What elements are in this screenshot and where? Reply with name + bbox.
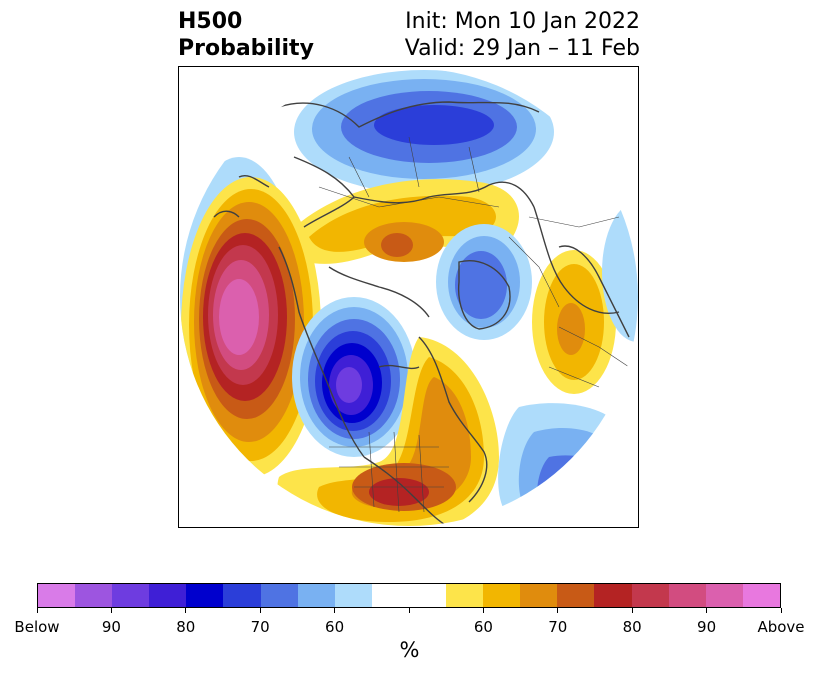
title-right: Init: Mon 10 Jan 2022 Valid: 29 Jan – 11… bbox=[405, 8, 640, 62]
colorbar-segment bbox=[594, 584, 632, 607]
colorbar-segment bbox=[149, 584, 187, 607]
colorbar-segment bbox=[705, 584, 743, 607]
colorbar-segment bbox=[408, 584, 447, 607]
colorbar-tick-label: 70 bbox=[250, 618, 270, 636]
colorbar-tick bbox=[185, 608, 187, 613]
region-western-canada-below bbox=[292, 297, 416, 457]
coastlines bbox=[213, 101, 630, 526]
region-north-atlantic-below bbox=[498, 403, 619, 517]
title-valid-range: Valid: 29 Jan – 11 Feb bbox=[404, 36, 640, 61]
title-left: H500 Probability bbox=[178, 8, 314, 62]
colorbar-unit-label: % bbox=[399, 638, 420, 662]
colorbar-tick bbox=[36, 608, 38, 613]
colorbar-tick bbox=[557, 608, 559, 613]
probability-shading bbox=[180, 68, 638, 526]
region-greenland-below bbox=[436, 224, 532, 340]
colorbar-tick-label: 80 bbox=[622, 618, 642, 636]
colorbar-ticks: Below 90 80 70 60 60 70 80 90 Above bbox=[14, 608, 805, 636]
colorbar-tick-label: 60 bbox=[473, 618, 493, 636]
colorbar-segment bbox=[483, 584, 521, 607]
colorbar-segment bbox=[668, 584, 706, 607]
colorbar-tick-label: 80 bbox=[176, 618, 196, 636]
colorbar-segment bbox=[446, 584, 484, 607]
region-europe-russia-below bbox=[294, 70, 554, 194]
country-borders bbox=[318, 136, 630, 513]
colorbar-segment bbox=[75, 584, 113, 607]
colorbar-segment bbox=[520, 584, 558, 607]
colorbar-tick-label: 60 bbox=[325, 618, 345, 636]
title-init-date: Init: Mon 10 Jan 2022 bbox=[405, 9, 640, 34]
colorbar-segment bbox=[631, 584, 669, 607]
colorbar-segment bbox=[742, 584, 780, 607]
colorbar-segment bbox=[186, 584, 224, 607]
colorbar-tick bbox=[408, 608, 410, 613]
title-product: Probability bbox=[178, 36, 314, 61]
colorbar-tick-label: Below bbox=[14, 618, 60, 636]
region-north-pacific-above bbox=[180, 157, 321, 477]
colorbar-tick bbox=[110, 608, 112, 613]
colorbar-tick bbox=[631, 608, 633, 613]
colorbar-segment bbox=[223, 584, 261, 607]
probability-map bbox=[180, 68, 638, 526]
colorbar-segment bbox=[38, 584, 76, 607]
colorbar-tick-label: Above bbox=[757, 618, 805, 636]
colorbar-tick bbox=[482, 608, 484, 613]
colorbar-segment bbox=[371, 584, 409, 607]
colorbar-segment bbox=[297, 584, 335, 607]
colorbar-segment bbox=[112, 584, 150, 607]
colorbar-segment bbox=[334, 584, 372, 607]
colorbar-tick-label: 90 bbox=[101, 618, 121, 636]
colorbar-tick-label: 90 bbox=[697, 618, 717, 636]
title-variable: H500 bbox=[178, 9, 243, 34]
colorbar-segment bbox=[260, 584, 298, 607]
colorbar-tick bbox=[259, 608, 261, 613]
colorbar-tick-label: 70 bbox=[548, 618, 568, 636]
colorbar-tick bbox=[780, 608, 782, 613]
colorbar-tick bbox=[334, 608, 336, 613]
colorbar-segment bbox=[557, 584, 595, 607]
colorbar bbox=[37, 583, 781, 608]
map-panel bbox=[178, 66, 639, 528]
colorbar-tick bbox=[706, 608, 708, 613]
